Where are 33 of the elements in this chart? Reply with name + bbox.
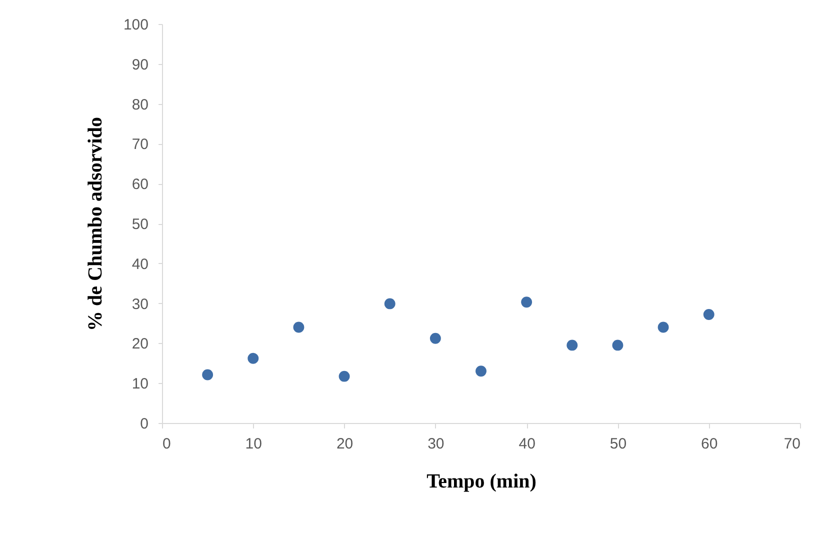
x-tick-label: 40 bbox=[518, 436, 536, 452]
x-axis-title: Tempo (min) bbox=[426, 470, 536, 492]
y-tick-label: 60 bbox=[132, 176, 148, 194]
point bbox=[384, 298, 396, 310]
point bbox=[658, 322, 669, 333]
y-tick-label: 30 bbox=[132, 296, 148, 313]
y-tick-label: 90 bbox=[132, 56, 148, 74]
y-axis-title: % de Chumbo adsorvido bbox=[84, 117, 106, 331]
point bbox=[338, 370, 350, 382]
x-tick-label: 60 bbox=[701, 436, 718, 452]
y-tick-label: 0 bbox=[140, 416, 148, 432]
x-tick-label: 70 bbox=[784, 436, 800, 452]
point bbox=[476, 366, 486, 377]
x-tick-label: 10 bbox=[245, 436, 262, 452]
point bbox=[703, 309, 714, 320]
y-tick-label: 50 bbox=[132, 216, 148, 233]
y-tick-label: 70 bbox=[132, 136, 148, 154]
x-tick-label: 0 bbox=[162, 436, 171, 452]
x-tick-label: 50 bbox=[610, 436, 627, 452]
point bbox=[293, 322, 304, 333]
y-tick-label: 20 bbox=[132, 336, 148, 353]
point bbox=[202, 369, 214, 380]
point bbox=[521, 296, 532, 308]
point bbox=[248, 352, 259, 364]
y-tick-label: 100 bbox=[123, 16, 148, 34]
x-tick-label: 20 bbox=[336, 436, 354, 452]
x-tick-label: 30 bbox=[428, 436, 444, 452]
point bbox=[566, 340, 578, 351]
point bbox=[612, 340, 624, 351]
point bbox=[430, 332, 441, 344]
y-tick-label: 80 bbox=[132, 96, 148, 114]
y-tick-label: 40 bbox=[132, 256, 148, 273]
y-tick-label: 10 bbox=[132, 376, 148, 393]
